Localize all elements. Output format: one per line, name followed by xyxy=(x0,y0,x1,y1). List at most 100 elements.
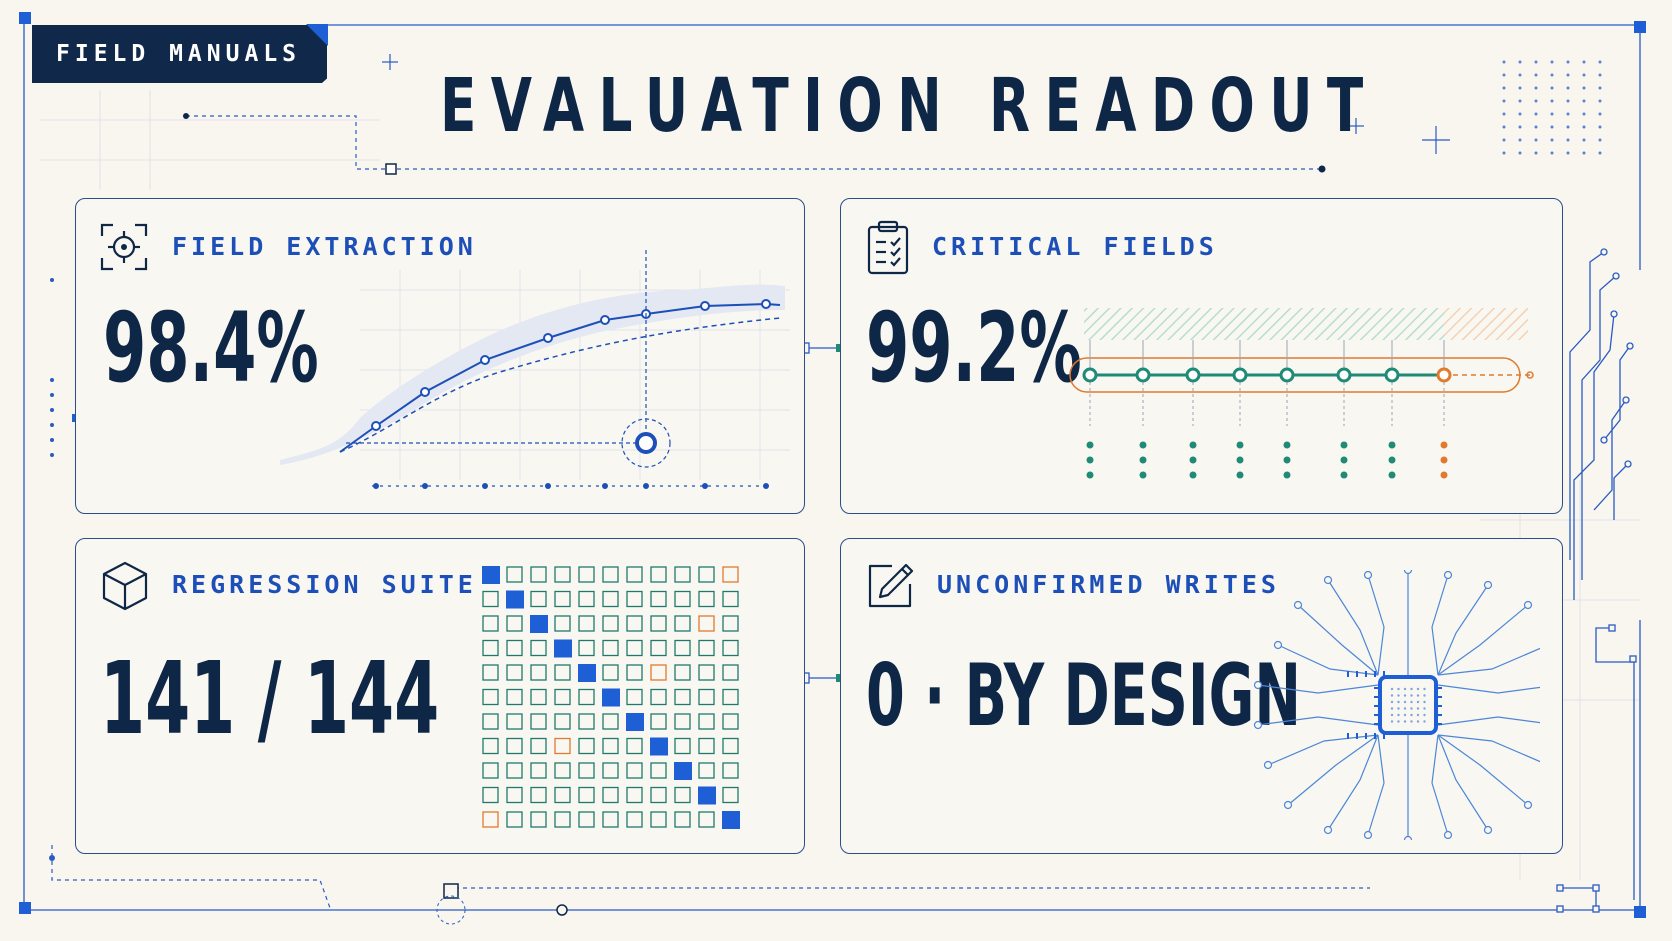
grid-cell xyxy=(482,762,499,779)
grid-cell xyxy=(674,786,691,804)
grid-cell xyxy=(722,713,739,730)
grid-cell-filled xyxy=(530,615,548,633)
clipboard-check-icon xyxy=(867,220,909,275)
grid-cell xyxy=(506,664,523,681)
track-node xyxy=(1082,367,1098,383)
grid-cell xyxy=(626,737,643,755)
grid-cell xyxy=(578,688,595,706)
grid-cell xyxy=(530,737,547,755)
grid-cell xyxy=(650,786,667,804)
grid-cell xyxy=(602,786,619,804)
grid-cell xyxy=(554,615,571,632)
track-node xyxy=(1436,367,1452,383)
target-icon xyxy=(100,223,148,271)
field-extraction-value: 98.4% xyxy=(103,292,319,404)
unconfirmed-writes-value: 0 · BY DESIGN xyxy=(866,646,1301,746)
grid-cell xyxy=(554,664,571,681)
grid-cell-filled xyxy=(602,688,620,707)
grid-cell xyxy=(722,639,739,657)
grid-cell xyxy=(530,664,547,681)
grid-cell-filled xyxy=(650,737,668,756)
grid-cell xyxy=(506,615,523,632)
grid-cell xyxy=(578,639,595,657)
grid-cell xyxy=(554,737,571,755)
curve-point xyxy=(480,355,490,365)
track-node xyxy=(1279,367,1295,383)
cube-icon xyxy=(102,561,148,611)
grid-cell xyxy=(482,786,499,804)
track-node xyxy=(1384,367,1400,383)
grid-cell xyxy=(482,664,499,681)
grid-cell xyxy=(482,811,499,828)
grid-cell xyxy=(722,762,739,779)
grid-cell xyxy=(602,639,619,657)
grid-cell xyxy=(698,737,715,755)
chip-circuit-graphic xyxy=(1253,570,1540,840)
grid-cell xyxy=(722,786,739,804)
grid-cell xyxy=(698,713,715,730)
curve-point xyxy=(543,333,553,343)
grid-cell xyxy=(698,639,715,657)
grid-cell xyxy=(530,786,547,804)
grid-cell xyxy=(578,590,595,608)
grid-cell xyxy=(722,737,739,755)
grid-cell xyxy=(722,566,739,583)
grid-cell-filled xyxy=(674,762,692,780)
grid-cell-filled xyxy=(698,786,716,805)
grid-cell xyxy=(578,762,595,779)
grid-cell xyxy=(482,615,499,632)
grid-cell-filled xyxy=(506,590,524,609)
badge-label: FIELD MANUALS xyxy=(56,41,302,67)
grid-cell xyxy=(578,566,595,583)
grid-cell xyxy=(626,664,643,681)
grid-cell xyxy=(554,762,571,779)
grid-cell xyxy=(602,590,619,608)
grid-cell-filled xyxy=(722,811,740,829)
grid-cell xyxy=(650,811,667,828)
grid-cell xyxy=(506,737,523,755)
grid-cell xyxy=(578,786,595,804)
grid-cell xyxy=(650,615,667,632)
grid-cell-filled xyxy=(482,566,500,584)
regression-test-grid xyxy=(482,566,740,829)
grid-cell xyxy=(674,811,691,828)
curve-point xyxy=(600,315,610,325)
grid-cell xyxy=(626,615,643,632)
grid-cell xyxy=(578,615,595,632)
grid-cell xyxy=(530,639,547,657)
track-node xyxy=(1135,367,1151,383)
track-node xyxy=(1336,367,1352,383)
grid-cell xyxy=(698,615,715,632)
grid-cell xyxy=(506,566,523,583)
badge-corner-accent xyxy=(306,24,328,46)
field-extraction-curve-chart xyxy=(280,250,790,489)
grid-cell-filled xyxy=(578,664,596,682)
grid-cell xyxy=(482,688,499,706)
regression-suite-value: 141 / 144 xyxy=(100,640,440,757)
regression-suite-label: REGRESSION SUITE xyxy=(172,570,477,599)
grid-cell xyxy=(650,566,667,583)
grid-cell xyxy=(602,737,619,755)
field-extraction-panel xyxy=(75,198,805,514)
critical-fields-track-chart xyxy=(1069,308,1534,479)
grid-cell xyxy=(506,688,523,706)
grid-cell xyxy=(626,566,643,583)
grid-cell xyxy=(698,566,715,583)
unconfirmed-writes-panel xyxy=(840,538,1563,854)
grid-cell xyxy=(506,639,523,657)
grid-cell xyxy=(674,639,691,657)
grid-cell xyxy=(482,737,499,755)
regression-suite-panel xyxy=(75,538,805,854)
grid-cell xyxy=(650,639,667,657)
grid-cell xyxy=(602,762,619,779)
grid-cell-filled xyxy=(554,639,572,658)
curve-point xyxy=(420,387,430,397)
critical-fields-label: CRITICAL FIELDS xyxy=(932,232,1218,261)
grid-cell xyxy=(482,590,499,608)
grid-cell xyxy=(578,737,595,755)
grid-cell xyxy=(626,811,643,828)
grid-cell xyxy=(530,762,547,779)
grid-cell xyxy=(674,664,691,681)
grid-cell xyxy=(626,762,643,779)
